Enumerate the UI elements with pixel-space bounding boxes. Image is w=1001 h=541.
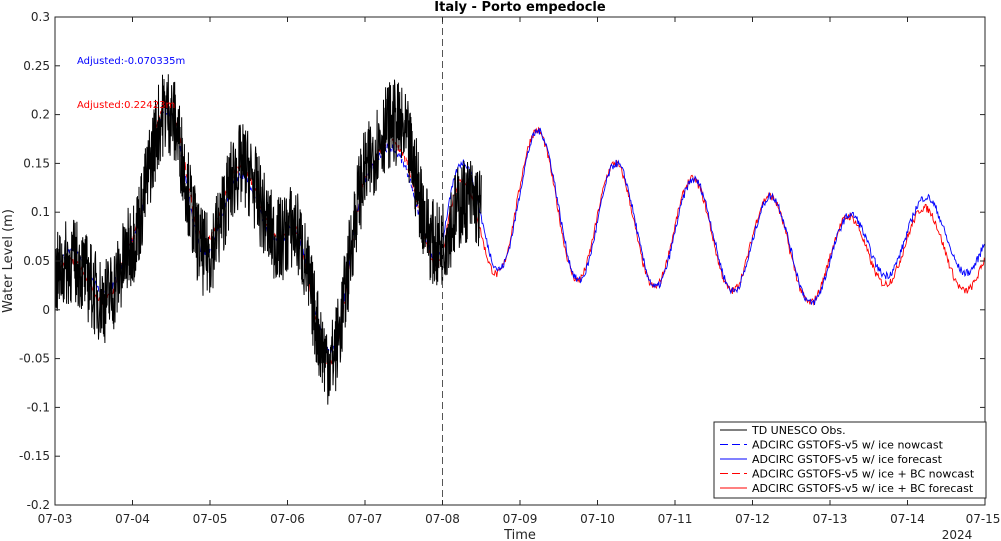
annotation-adjusted-red: Adjusted:0.22423m — [77, 100, 175, 111]
x-tick-label: 07-10 — [580, 512, 615, 526]
legend-label: ADCIRC GSTOFS-v5 w/ ice nowcast — [752, 439, 944, 452]
legend: TD UNESCO Obs. ADCIRC GSTOFS-v5 w/ ice no… — [713, 421, 987, 499]
x-tick-label: 07-09 — [503, 512, 538, 526]
x-tick-label: 07-12 — [735, 512, 770, 526]
y-tick-label: 0.05 — [23, 254, 50, 268]
legend-label: ADCIRC GSTOFS-v5 w/ ice + BC nowcast — [752, 468, 975, 481]
x-axis-label: Time — [503, 528, 536, 541]
x-axis-ticks: 07-03 07-04 07-05 07-06 07-07 07-08 07-09 07-10… — [38, 17, 1001, 526]
x-tick-label: 07-14 — [890, 512, 925, 526]
annotation-adjusted-blue: Adjusted:-0.070335m — [77, 56, 185, 67]
y-tick-label: -0.2 — [27, 498, 50, 512]
y-tick-label: -0.1 — [27, 400, 50, 414]
x-tick-label: 07-07 — [348, 512, 383, 526]
series-line — [442, 127, 986, 305]
x-tick-label: 07-11 — [658, 512, 693, 526]
x-tick-label: 07-13 — [813, 512, 848, 526]
x-tick-label: 07-06 — [270, 512, 305, 526]
x-tick-label: 07-03 — [38, 512, 73, 526]
x-tick-label: 07-04 — [115, 512, 150, 526]
y-tick-label: -0.05 — [19, 352, 50, 366]
y-tick-label: 0.2 — [31, 108, 50, 122]
y-tick-label: 0.15 — [23, 156, 50, 170]
series-line — [54, 74, 482, 405]
series-layer — [54, 74, 986, 405]
x-tick-label: 07-15 — [966, 512, 1001, 526]
y-tick-label: 0.1 — [31, 205, 50, 219]
y-tick-label: 0.25 — [23, 59, 50, 73]
legend-label: ADCIRC GSTOFS-v5 w/ ice forecast — [752, 453, 943, 466]
chart-title: Italy - Porto empedocle — [434, 0, 606, 15]
y-tick-label: 0.3 — [31, 10, 50, 24]
legend-label: ADCIRC GSTOFS-v5 w/ ice + BC forecast — [752, 482, 974, 495]
legend-label: TD UNESCO Obs. — [751, 424, 846, 437]
y-tick-label: 0 — [42, 303, 50, 317]
x-tick-label: 07-08 — [425, 512, 460, 526]
legend-box — [713, 421, 987, 499]
year-label: 2024 — [942, 528, 973, 541]
y-tick-label: -0.15 — [19, 449, 50, 463]
y-axis-ticks: -0.2 -0.15 -0.1 -0.05 0 0.05 0.1 0.15 0.2 0.25 0.3 — [19, 10, 985, 512]
y-axis-label: Water Level (m) — [1, 209, 16, 313]
x-tick-label: 07-05 — [193, 512, 228, 526]
